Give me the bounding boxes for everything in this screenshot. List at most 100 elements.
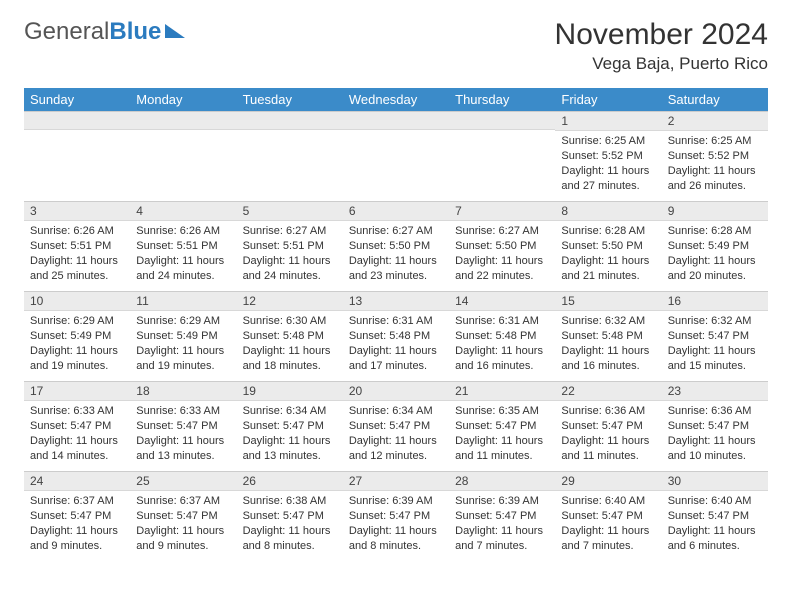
daylight-line: Daylight: 11 hours and 12 minutes. [349, 434, 443, 464]
sunset-line: Sunset: 5:50 PM [561, 239, 655, 254]
sunrise-line: Sunrise: 6:32 AM [668, 314, 762, 329]
calendar-cell: 15Sunrise: 6:32 AMSunset: 5:48 PMDayligh… [555, 292, 661, 382]
sunset-line: Sunset: 5:47 PM [243, 419, 337, 434]
calendar-cell: 3Sunrise: 6:26 AMSunset: 5:51 PMDaylight… [24, 202, 130, 292]
daylight-line: Daylight: 11 hours and 22 minutes. [455, 254, 549, 284]
daylight-line: Daylight: 11 hours and 13 minutes. [243, 434, 337, 464]
day-body: Sunrise: 6:31 AMSunset: 5:48 PMDaylight:… [343, 311, 449, 377]
day-body: Sunrise: 6:26 AMSunset: 5:51 PMDaylight:… [24, 221, 130, 287]
day-number: 16 [662, 292, 768, 311]
calendar-cell: 6Sunrise: 6:27 AMSunset: 5:50 PMDaylight… [343, 202, 449, 292]
sunrise-line: Sunrise: 6:36 AM [668, 404, 762, 419]
sunset-line: Sunset: 5:50 PM [455, 239, 549, 254]
calendar-cell: 16Sunrise: 6:32 AMSunset: 5:47 PMDayligh… [662, 292, 768, 382]
calendar-cell: 11Sunrise: 6:29 AMSunset: 5:49 PMDayligh… [130, 292, 236, 382]
daylight-line: Daylight: 11 hours and 19 minutes. [136, 344, 230, 374]
sunrise-line: Sunrise: 6:31 AM [349, 314, 443, 329]
calendar-cell: 18Sunrise: 6:33 AMSunset: 5:47 PMDayligh… [130, 382, 236, 472]
sunrise-line: Sunrise: 6:26 AM [30, 224, 124, 239]
sunrise-line: Sunrise: 6:39 AM [349, 494, 443, 509]
day-body: Sunrise: 6:27 AMSunset: 5:51 PMDaylight:… [237, 221, 343, 287]
sunset-line: Sunset: 5:49 PM [136, 329, 230, 344]
day-number: 28 [449, 472, 555, 491]
calendar-cell: 4Sunrise: 6:26 AMSunset: 5:51 PMDaylight… [130, 202, 236, 292]
day-number: 23 [662, 382, 768, 401]
sunset-line: Sunset: 5:48 PM [349, 329, 443, 344]
day-number: 14 [449, 292, 555, 311]
sunrise-line: Sunrise: 6:38 AM [243, 494, 337, 509]
day-body: Sunrise: 6:34 AMSunset: 5:47 PMDaylight:… [237, 401, 343, 467]
logo-triangle-icon [165, 24, 185, 38]
sunrise-line: Sunrise: 6:27 AM [243, 224, 337, 239]
sunset-line: Sunset: 5:48 PM [243, 329, 337, 344]
day-number: 15 [555, 292, 661, 311]
day-body: Sunrise: 6:28 AMSunset: 5:49 PMDaylight:… [662, 221, 768, 287]
day-number: 22 [555, 382, 661, 401]
daylight-line: Daylight: 11 hours and 8 minutes. [349, 524, 443, 554]
day-number: 1 [555, 112, 661, 131]
sunrise-line: Sunrise: 6:34 AM [349, 404, 443, 419]
sunset-line: Sunset: 5:52 PM [668, 149, 762, 164]
daylight-line: Daylight: 11 hours and 8 minutes. [243, 524, 337, 554]
calendar-cell [24, 112, 130, 202]
day-number: 29 [555, 472, 661, 491]
calendar-cell: 1 Sunrise: 6:25 AMSunset: 5:52 PMDaylight… [555, 112, 661, 202]
calendar-body: 1Sunrise: 6:25 AMSunset: 5:52 PMDaylight… [24, 112, 768, 562]
day-number: 30 [662, 472, 768, 491]
day-number: 20 [343, 382, 449, 401]
day-number: 2 [662, 112, 768, 131]
logo-text-2: Blue [109, 18, 161, 46]
sunrise-line: Sunrise: 6:25 AM [561, 134, 655, 149]
calendar-cell: 14Sunrise: 6:31 AMSunset: 5:48 PMDayligh… [449, 292, 555, 382]
day-body: Sunrise: 6:39 AMSunset: 5:47 PMDaylight:… [449, 491, 555, 557]
daylight-line: Daylight: 11 hours and 11 minutes. [561, 434, 655, 464]
day-number: 13 [343, 292, 449, 311]
calendar-cell: 19Sunrise: 6:34 AMSunset: 5:47 PMDayligh… [237, 382, 343, 472]
day-number: 4 [130, 202, 236, 221]
sunset-line: Sunset: 5:51 PM [30, 239, 124, 254]
day-body: Sunrise: 6:40 AMSunset: 5:47 PMDaylight:… [662, 491, 768, 557]
weekday-header: Thursday [449, 88, 555, 112]
daylight-line: Daylight: 11 hours and 24 minutes. [136, 254, 230, 284]
daylight-line: Daylight: 11 hours and 17 minutes. [349, 344, 443, 374]
daylight-line: Daylight: 11 hours and 27 minutes. [561, 164, 655, 194]
sunset-line: Sunset: 5:47 PM [136, 509, 230, 524]
daylight-line: Daylight: 11 hours and 9 minutes. [136, 524, 230, 554]
calendar-table: SundayMondayTuesdayWednesdayThursdayFrid… [24, 88, 768, 562]
empty-day [130, 112, 236, 130]
day-number: 5 [237, 202, 343, 221]
day-number: 6 [343, 202, 449, 221]
calendar-cell: 28Sunrise: 6:39 AMSunset: 5:47 PMDayligh… [449, 472, 555, 562]
sunset-line: Sunset: 5:47 PM [349, 509, 443, 524]
sunrise-line: Sunrise: 6:40 AM [668, 494, 762, 509]
calendar-row: 3Sunrise: 6:26 AMSunset: 5:51 PMDaylight… [24, 202, 768, 292]
sunset-line: Sunset: 5:48 PM [455, 329, 549, 344]
calendar-cell: 26Sunrise: 6:38 AMSunset: 5:47 PMDayligh… [237, 472, 343, 562]
daylight-line: Daylight: 11 hours and 16 minutes. [561, 344, 655, 374]
calendar-cell [130, 112, 236, 202]
calendar-row: 24Sunrise: 6:37 AMSunset: 5:47 PMDayligh… [24, 472, 768, 562]
sunset-line: Sunset: 5:51 PM [243, 239, 337, 254]
calendar-cell: 24Sunrise: 6:37 AMSunset: 5:47 PMDayligh… [24, 472, 130, 562]
day-body: Sunrise: 6:35 AMSunset: 5:47 PMDaylight:… [449, 401, 555, 467]
daylight-line: Daylight: 11 hours and 18 minutes. [243, 344, 337, 374]
day-number: 27 [343, 472, 449, 491]
calendar-cell: 7Sunrise: 6:27 AMSunset: 5:50 PMDaylight… [449, 202, 555, 292]
sunset-line: Sunset: 5:52 PM [561, 149, 655, 164]
sunrise-line: Sunrise: 6:28 AM [668, 224, 762, 239]
sunset-line: Sunset: 5:47 PM [30, 509, 124, 524]
daylight-line: Daylight: 11 hours and 24 minutes. [243, 254, 337, 284]
calendar-cell [237, 112, 343, 202]
day-number: 19 [237, 382, 343, 401]
day-body: Sunrise: 6:36 AMSunset: 5:47 PMDaylight:… [662, 401, 768, 467]
daylight-line: Daylight: 11 hours and 16 minutes. [455, 344, 549, 374]
header: GeneralBlue November 2024 Vega Baja, Pue… [24, 18, 768, 74]
sunrise-line: Sunrise: 6:37 AM [136, 494, 230, 509]
sunrise-line: Sunrise: 6:33 AM [136, 404, 230, 419]
calendar-cell [449, 112, 555, 202]
sunset-line: Sunset: 5:47 PM [668, 419, 762, 434]
day-body: Sunrise: 6:29 AMSunset: 5:49 PMDaylight:… [130, 311, 236, 377]
sunset-line: Sunset: 5:47 PM [243, 509, 337, 524]
day-body: Sunrise: 6:32 AMSunset: 5:47 PMDaylight:… [662, 311, 768, 377]
day-number: 8 [555, 202, 661, 221]
